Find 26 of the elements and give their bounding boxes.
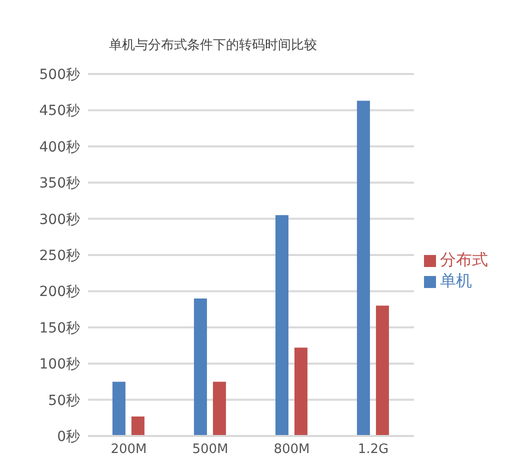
chart-title: 单机与分布式条件下的转码时间比较 <box>108 37 318 55</box>
y-tick-label: 500秒 <box>39 66 80 83</box>
bar <box>356 100 370 436</box>
bar <box>194 298 207 436</box>
x-tick-label: 500M <box>192 442 228 458</box>
legend-label: 分布式 <box>440 250 488 269</box>
y-tick-label: 200秒 <box>39 284 80 300</box>
y-tick-label: 300秒 <box>39 212 80 228</box>
y-tick-label: 150秒 <box>39 320 80 336</box>
bar <box>131 416 144 436</box>
y-tick-label: 100秒 <box>39 356 80 373</box>
x-tick-label: 1.2G <box>358 442 389 458</box>
y-tick-label: 400秒 <box>39 139 80 156</box>
legend-label: 单机 <box>440 271 472 290</box>
bar <box>212 382 226 436</box>
y-tick-label: 350秒 <box>39 176 80 192</box>
bar <box>376 306 389 436</box>
x-tick-label: 200M <box>110 442 147 458</box>
y-tick-label: 50秒 <box>48 392 80 409</box>
bar <box>275 215 288 436</box>
y-tick-label: 450秒 <box>39 103 80 120</box>
bar <box>112 382 126 436</box>
y-tick-label: 0秒 <box>57 428 80 445</box>
x-tick-label: 800M <box>274 442 310 458</box>
y-tick-label: 250秒 <box>39 248 80 264</box>
bar <box>294 348 308 436</box>
